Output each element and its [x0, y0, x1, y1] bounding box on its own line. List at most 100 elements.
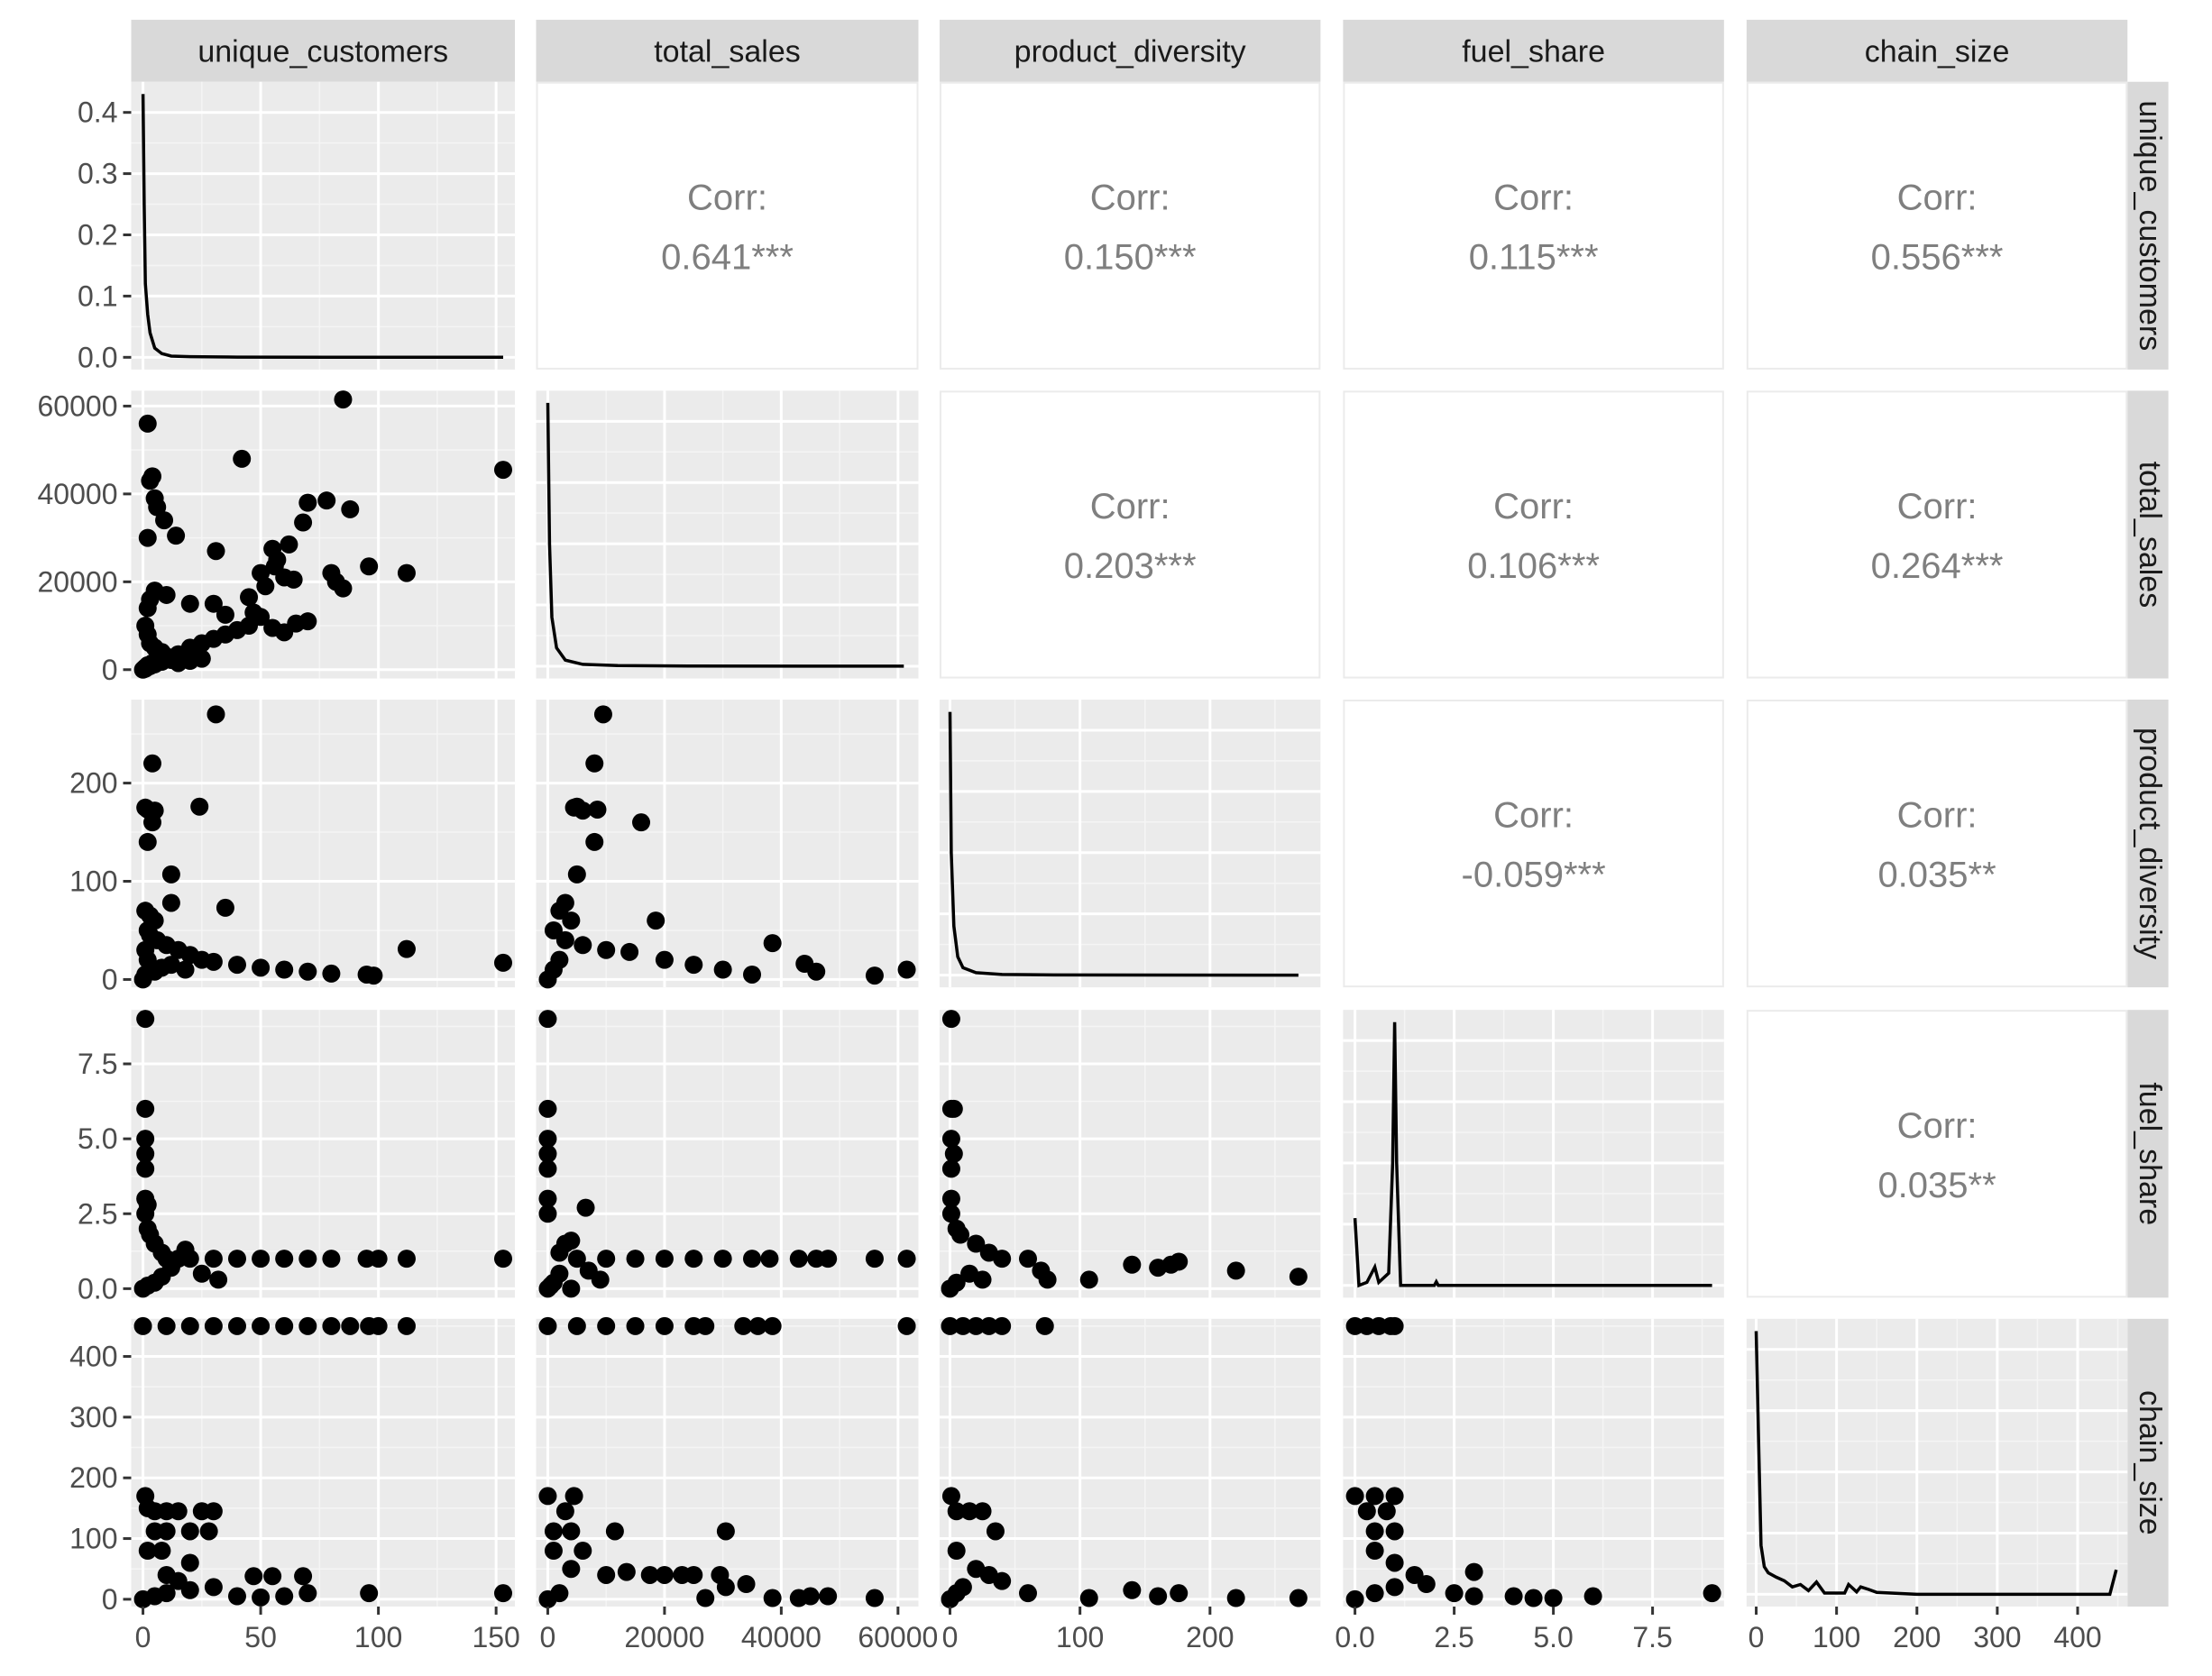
scatter-point — [136, 1204, 155, 1223]
scatter-point — [967, 1234, 986, 1253]
scatter-point — [947, 1542, 966, 1561]
y-tick-label: 0 — [102, 963, 118, 995]
row-strip-label: fuel_share — [2133, 1082, 2167, 1225]
row-strip — [2127, 1318, 2169, 1607]
scatter-point — [713, 1250, 732, 1268]
panel-background — [1746, 1318, 2128, 1607]
scatter-point — [341, 499, 360, 518]
scatter-point — [567, 1250, 586, 1268]
scatter-point — [133, 1316, 152, 1335]
scatter-point — [550, 1243, 569, 1262]
scatter-point — [244, 1567, 263, 1586]
scatter-point — [574, 801, 592, 820]
column-strip — [131, 19, 516, 82]
scatter-point — [1385, 1487, 1404, 1506]
scatter-point — [493, 953, 512, 972]
correlation-label: Corr: — [1493, 796, 1574, 836]
scatter-point — [136, 1099, 155, 1118]
scatter-point — [1417, 1575, 1436, 1594]
x-tick-label: 100 — [1056, 1621, 1104, 1653]
correlation-label: Corr: — [1090, 487, 1170, 527]
scatter-point — [960, 1502, 979, 1521]
y-tick-label: 400 — [69, 1341, 117, 1373]
scatter-point — [947, 1502, 966, 1521]
scatter-point — [593, 705, 612, 724]
scatter-point — [941, 1204, 960, 1223]
scatter-point — [605, 1522, 624, 1541]
scatter-point — [1544, 1589, 1563, 1607]
column-strip-label: chain_size — [1865, 34, 2010, 69]
y-tick-label: 0 — [102, 654, 118, 686]
scatter-point — [397, 939, 416, 958]
scatter-point — [275, 960, 294, 979]
y-tick-label: 0 — [102, 1583, 118, 1616]
scatter-point — [567, 1316, 586, 1335]
scatter-point — [493, 1250, 512, 1268]
scatter-point — [897, 1250, 916, 1268]
scatter-point — [199, 1522, 218, 1541]
correlation-label: Corr: — [1897, 487, 1978, 527]
scatter-point — [941, 1316, 959, 1335]
scatter-point — [227, 1316, 246, 1335]
scatter-point — [953, 1316, 972, 1335]
correlation-label: Corr: — [1493, 178, 1574, 217]
panel-background — [131, 1010, 516, 1298]
scatter-point — [1149, 1587, 1168, 1606]
column-strip — [536, 19, 919, 82]
scatter-point — [252, 1588, 271, 1607]
correlation-value: 0.106*** — [1467, 546, 1600, 586]
scatter-point — [993, 1250, 1012, 1268]
scatter-point — [819, 1587, 838, 1606]
scatter-point — [157, 1316, 176, 1335]
column-strip — [939, 19, 1321, 82]
scatter-point — [550, 1264, 569, 1283]
scatter-point — [979, 1316, 998, 1335]
row-strip — [2127, 699, 2169, 988]
scatter-point — [216, 605, 234, 624]
scatter-point — [538, 1099, 557, 1118]
scatter-point — [216, 898, 234, 917]
x-tick-label: 7.5 — [1632, 1621, 1672, 1653]
scatter-point — [138, 528, 157, 547]
y-tick-label: 200 — [69, 1461, 117, 1494]
y-tick-label: 0.0 — [78, 341, 117, 373]
scatter-point — [161, 1259, 180, 1278]
scatter-point — [1079, 1270, 1098, 1289]
x-tick-label: 300 — [1973, 1621, 2021, 1653]
x-tick-label: 150 — [472, 1621, 519, 1653]
correlation-panel — [1343, 699, 1724, 988]
scatter-point — [953, 1578, 972, 1597]
scatter-point — [562, 1522, 581, 1541]
row-strip — [2127, 81, 2169, 370]
correlation-label: Corr: — [1090, 178, 1170, 217]
correlation-value: 0.556*** — [1871, 237, 2004, 277]
scatter-point — [655, 1565, 674, 1584]
scatter-point — [298, 612, 317, 631]
scatter-point — [763, 934, 782, 953]
scatter-point — [1365, 1522, 1384, 1541]
scatter-point — [655, 950, 674, 969]
scatter-point — [993, 1571, 1012, 1590]
x-tick-label: 100 — [354, 1621, 402, 1653]
scatter-point — [538, 1010, 557, 1029]
scatter-point — [684, 1565, 703, 1584]
scatter-point — [1226, 1589, 1245, 1607]
scatter-point — [275, 1587, 294, 1606]
scatter-point — [227, 956, 246, 975]
scatter-point — [1464, 1587, 1483, 1606]
scatter-point — [743, 965, 762, 984]
scatter-point — [748, 1316, 767, 1335]
scatter-point — [538, 1159, 557, 1178]
scatter-point — [294, 513, 313, 532]
x-tick-label: 20000 — [624, 1621, 704, 1653]
scatter-point — [1038, 1270, 1057, 1289]
scatter-point — [1345, 1589, 1364, 1608]
scatter-point — [227, 1250, 246, 1268]
scatter-point — [684, 956, 703, 975]
scatter-point — [597, 1565, 616, 1584]
x-tick-label: 60000 — [858, 1621, 938, 1653]
scatter-point — [1357, 1502, 1376, 1521]
scatter-point — [161, 651, 180, 670]
scatter-point — [986, 1522, 1005, 1541]
scatter-point — [562, 1279, 581, 1298]
